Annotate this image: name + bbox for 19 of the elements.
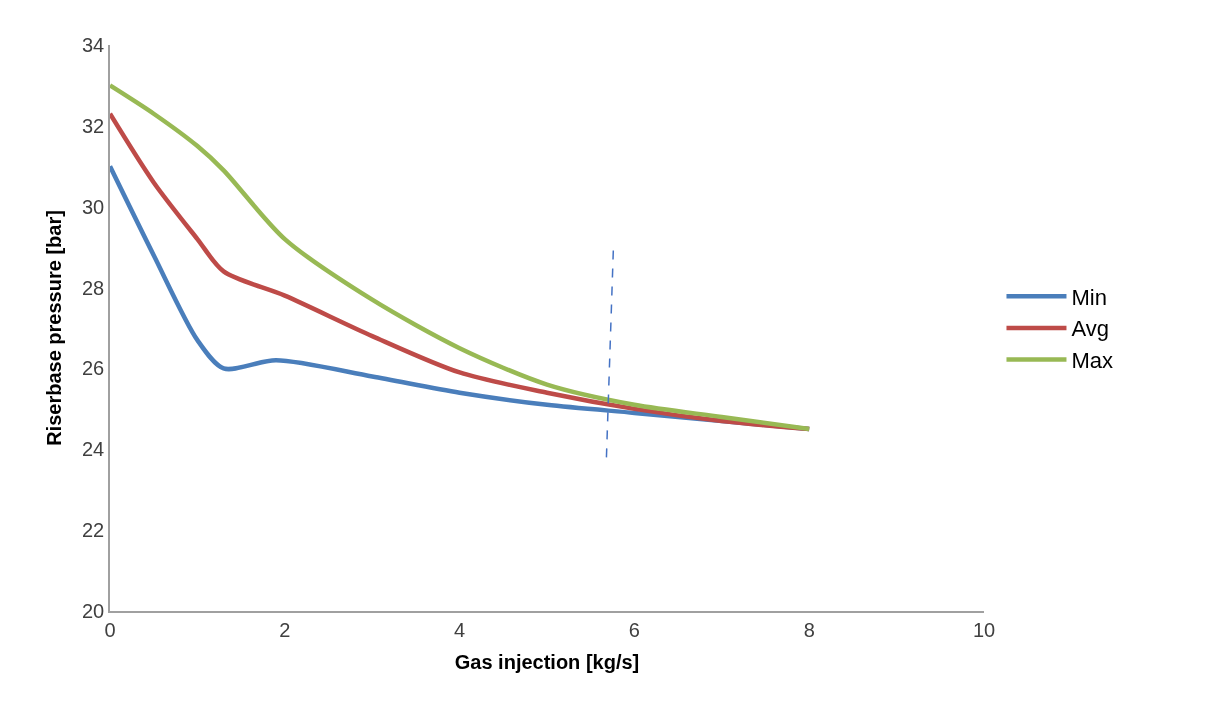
y-tick-label: 24 [82,438,105,461]
x-axis-title: Gas injection [kg/s] [454,650,640,673]
y-axis-title: Riserbase pressure [bar] [43,210,65,446]
x-tick-label: 4 [454,618,466,641]
x-tick-label: 2 [279,618,291,641]
y-tick-label: 32 [82,114,105,137]
y-tick-label: 22 [82,519,105,542]
y-tick-label: 30 [82,195,105,218]
x-tick-label: 6 [628,618,640,641]
y-tick-label: 26 [82,357,105,380]
legend-label: Min [1071,284,1107,310]
x-tick-label: 8 [803,618,815,641]
x-tick-label: 10 [972,618,996,641]
legend-label: Avg [1071,316,1109,342]
y-tick-label: 34 [82,34,105,56]
y-tick-label: 28 [82,276,105,299]
legend-label: Max [1071,348,1114,374]
x-tick-label: 0 [104,618,116,641]
y-tick-label: 20 [82,600,105,622]
